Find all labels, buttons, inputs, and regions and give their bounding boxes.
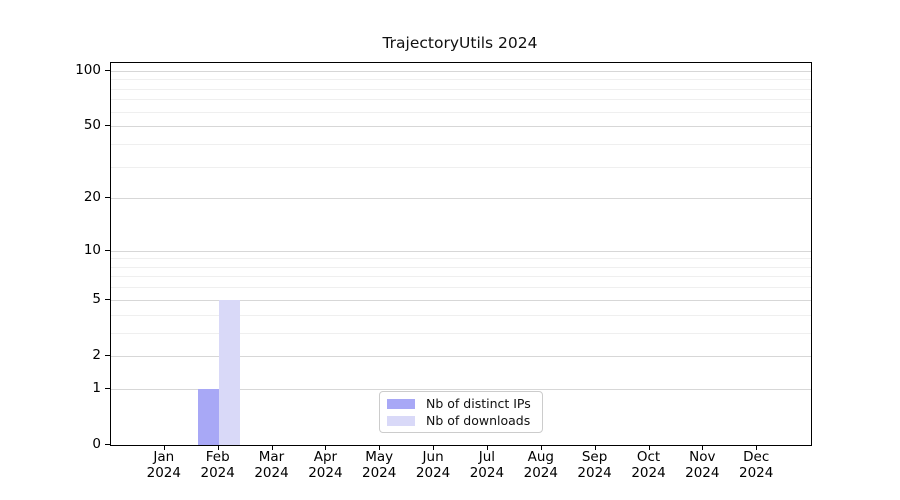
- legend-swatch-downloads: [387, 415, 415, 426]
- gridline-major: [111, 126, 811, 128]
- legend-item-distinct-ips: Nb of distinct IPs: [387, 396, 534, 411]
- x-tick-month: Sep: [581, 449, 608, 465]
- x-tick-year: 2024: [577, 465, 612, 481]
- x-tick-mark: [217, 445, 219, 450]
- x-tick-year: 2024: [631, 465, 666, 481]
- x-tick-label: Sep 2024: [565, 449, 625, 481]
- x-tick-mark: [540, 445, 542, 450]
- legend-label-distinct-ips: Nb of distinct IPs: [426, 396, 531, 411]
- x-tick-month: Feb: [205, 449, 230, 465]
- y-tick-label: 20: [83, 189, 101, 206]
- x-tick-mark: [325, 445, 327, 450]
- y-tick-mark: [105, 197, 110, 199]
- y-tick-mark: [105, 387, 110, 389]
- x-tick-mark: [271, 445, 273, 450]
- x-tick-month: Jun: [422, 449, 444, 465]
- x-tick-month: Jul: [478, 449, 496, 465]
- x-tick-year: 2024: [362, 465, 397, 481]
- x-tick-mark: [379, 445, 381, 450]
- y-tick-mark: [105, 69, 110, 71]
- gridline-major: [111, 198, 811, 200]
- gridline-minor: [111, 111, 811, 113]
- y-tick-mark: [105, 354, 110, 356]
- x-tick-label: Aug 2024: [511, 449, 571, 481]
- gridline-major: [111, 299, 811, 301]
- x-tick-year: 2024: [200, 465, 235, 481]
- x-tick-label: Oct 2024: [619, 449, 679, 481]
- x-tick-month: Mar: [258, 449, 285, 465]
- x-tick-year: 2024: [469, 465, 505, 481]
- x-tick-year: 2024: [254, 465, 289, 481]
- x-tick-month: Nov: [689, 449, 716, 465]
- y-tick-label: 2: [92, 346, 101, 363]
- x-tick-year: 2024: [146, 465, 181, 481]
- x-tick-label: May 2024: [349, 449, 409, 481]
- gridline-minor: [111, 266, 811, 268]
- bar-downloads: [218, 299, 240, 445]
- x-tick-month: Jan: [153, 449, 175, 465]
- x-tick-mark: [756, 445, 758, 450]
- gridline-minor: [111, 287, 811, 289]
- y-tick-label: 1: [92, 379, 101, 396]
- x-tick-month: Dec: [743, 449, 770, 465]
- y-tick-mark: [105, 125, 110, 127]
- legend-item-downloads: Nb of downloads: [387, 413, 534, 428]
- x-tick-mark: [163, 445, 165, 450]
- x-tick-month: Oct: [636, 449, 661, 465]
- y-tick-label: 5: [92, 290, 101, 307]
- y-tick-mark: [105, 249, 110, 251]
- gridline-major: [111, 388, 811, 390]
- gridline-major: [111, 70, 811, 72]
- plot-area: [110, 62, 812, 446]
- x-tick-mark: [486, 445, 488, 450]
- x-tick-year: 2024: [523, 465, 558, 481]
- x-tick-label: Feb 2024: [188, 449, 248, 481]
- x-tick-mark: [433, 445, 435, 450]
- gridline-minor: [111, 143, 811, 145]
- gridline-minor: [111, 88, 811, 90]
- gridline-major: [111, 355, 811, 357]
- legend-label-downloads: Nb of downloads: [426, 413, 531, 428]
- gridline-minor: [111, 258, 811, 260]
- x-tick-mark: [594, 445, 596, 450]
- gridline-minor: [111, 314, 811, 316]
- gridline-minor: [111, 276, 811, 278]
- y-tick-label: 10: [83, 241, 101, 258]
- x-tick-month: May: [365, 449, 394, 465]
- x-tick-month: Apr: [313, 449, 338, 465]
- y-tick-label: 50: [83, 117, 101, 134]
- x-tick-year: 2024: [739, 465, 774, 481]
- x-tick-year: 2024: [415, 465, 451, 481]
- y-tick-label: 100: [75, 61, 101, 78]
- x-tick-label: Nov 2024: [672, 449, 732, 481]
- gridline-minor: [111, 79, 811, 81]
- legend-swatch-distinct-ips: [387, 398, 415, 409]
- x-tick-year: 2024: [685, 465, 720, 481]
- bar-distinct-ips: [197, 388, 219, 445]
- x-tick-mark: [702, 445, 704, 450]
- x-tick-label: Jun 2024: [403, 449, 463, 481]
- x-tick-year: 2024: [308, 465, 343, 481]
- gridline-major: [111, 250, 811, 252]
- x-tick-label: Jan 2024: [134, 449, 194, 481]
- y-tick-mark: [105, 444, 110, 445]
- gridline-minor: [111, 99, 811, 101]
- x-tick-label: Dec 2024: [726, 449, 786, 481]
- gridline-minor: [111, 166, 811, 168]
- y-tick-mark: [105, 298, 110, 300]
- x-tick-month: Aug: [527, 449, 554, 465]
- x-tick-label: Apr 2024: [295, 449, 355, 481]
- x-tick-mark: [648, 445, 650, 450]
- gridline-minor: [111, 332, 811, 334]
- chart-title: TrajectoryUtils 2024: [382, 34, 538, 52]
- x-tick-label: Mar 2024: [242, 449, 302, 481]
- legend: Nb of distinct IPs Nb of downloads: [379, 391, 543, 433]
- x-tick-label: Jul 2024: [457, 449, 517, 481]
- y-tick-label: 0: [92, 436, 101, 452]
